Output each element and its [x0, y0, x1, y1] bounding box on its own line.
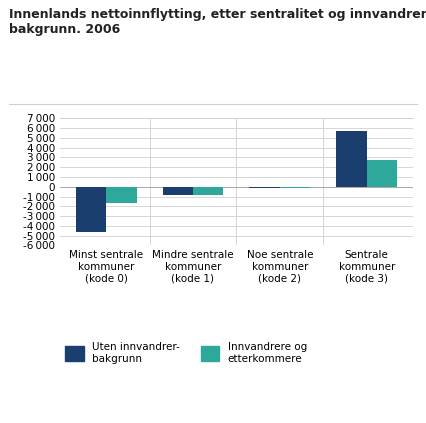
- Legend: Uten innvandrer-
bakgrunn, Innvandrere og
etterkommere: Uten innvandrer- bakgrunn, Innvandrere o…: [65, 342, 307, 363]
- Bar: [337, 131, 367, 187]
- Bar: [193, 187, 223, 195]
- Bar: [280, 187, 310, 188]
- Bar: [76, 187, 106, 232]
- Bar: [163, 187, 193, 195]
- Bar: [250, 187, 280, 188]
- Text: Innenlands nettoinnflytting, etter sentralitet og innvandrer-
bakgrunn. 2006: Innenlands nettoinnflytting, etter sentr…: [9, 8, 426, 36]
- Bar: [367, 160, 397, 187]
- Bar: [106, 187, 136, 203]
